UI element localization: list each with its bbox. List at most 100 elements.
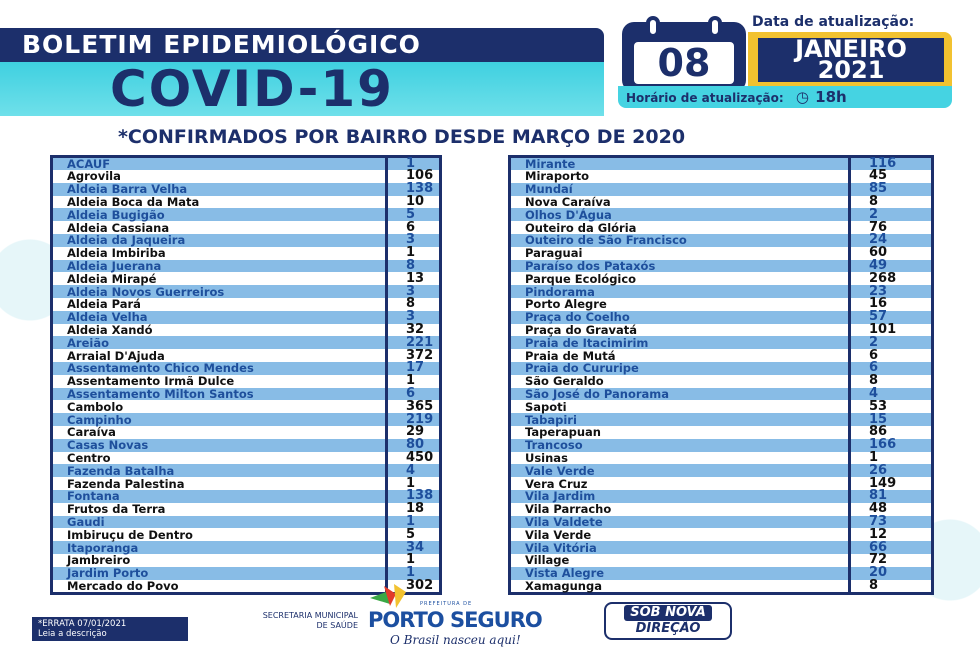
case-count: 5 (385, 208, 441, 222)
case-count: 45 (848, 169, 933, 183)
case-count: 3 (385, 310, 441, 324)
table-row: Aldeia da Jaqueira 3 (51, 233, 441, 248)
neighborhood-name: Cambolo (67, 399, 124, 414)
right-neighborhood-table: Mirante 116 Miraporto 45 Mundaí 85 Nova Caraív… (508, 155, 934, 595)
case-count: 81 (848, 489, 933, 503)
calendar-ring (646, 16, 660, 38)
table-row: Outeiro da Glória 76 (509, 221, 933, 234)
update-time: 18h (815, 88, 847, 106)
table-row: Fazenda Palestina 1 (51, 476, 441, 491)
case-count: 73 (848, 515, 933, 529)
table-row: Fazenda Batalha 4 (51, 464, 441, 478)
neighborhood-name: Pindorama (525, 284, 595, 299)
neighborhood-name: Aldeia da Jaqueira (67, 233, 186, 248)
left-neighborhood-table: ACAUF 1 Agrovila 106 Aldeia Barra Velha 138 Al… (50, 155, 442, 595)
month-box: JANEIRO 2021 (748, 32, 952, 86)
table-row: Parque Ecológico 268 (509, 271, 933, 286)
bulletin-title: BOLETIM EPIDEMIOLÓGICO (0, 28, 604, 62)
case-count: 1 (385, 515, 441, 529)
table-row: Areião 221 (51, 336, 441, 350)
table-row: Vista Alegre 20 (509, 566, 933, 581)
table-row: Nova Caraíva 8 (509, 195, 933, 209)
case-count: 1 (385, 553, 441, 567)
case-count: 3 (385, 285, 441, 298)
neighborhood-name: Paraíso dos Pataxós (525, 258, 656, 273)
update-year: 2021 (817, 56, 885, 84)
table-row: Aldeia Xandó 32 (51, 323, 441, 337)
table-row: Porto Alegre 16 (509, 297, 933, 311)
neighborhood-name: Aldeia Bugigão (67, 207, 165, 222)
case-count: 29 (385, 425, 441, 439)
neighborhood-name: São José do Panorama (525, 386, 670, 401)
case-count: 116 (848, 156, 933, 170)
neighborhood-name: Itaporanga (67, 540, 139, 555)
table-row: Aldeia Bugigão 5 (51, 207, 441, 222)
neighborhood-name: Arraial D'Ajuda (67, 348, 165, 363)
neighborhood-name: Parque Ecológico (525, 271, 637, 286)
table-row: Assentamento Irmã Dulce 1 (51, 374, 441, 388)
case-count: 8 (385, 259, 441, 273)
neighborhood-name: Gaudi (67, 514, 105, 529)
sob-nova-direcao-badge: SOB NOVA DIREÇÃO (604, 602, 732, 640)
case-count: 1 (385, 156, 441, 170)
neighborhood-name: Aldeia Cassiana (67, 220, 170, 235)
table-row: Paraguai 60 (509, 246, 933, 260)
neighborhood-name: Trancoso (525, 438, 583, 453)
neighborhood-name: Imbiruçu de Dentro (67, 527, 193, 542)
calendar-ring (708, 16, 722, 38)
case-count: 8 (848, 195, 933, 209)
table-row: Aldeia Boca da Mata 10 (51, 194, 441, 209)
neighborhood-name: Usinas (525, 450, 568, 465)
case-count: 149 (848, 477, 933, 490)
secretaria-line2: DE SAÚDE (316, 621, 358, 630)
case-count: 1 (385, 477, 441, 490)
table-row: Aldeia Velha 3 (51, 310, 441, 325)
neighborhood-name: Vera Cruz (525, 476, 588, 491)
neighborhood-name: São Geraldo (525, 374, 604, 389)
case-count: 13 (385, 272, 441, 286)
case-count: 53 (848, 400, 933, 414)
case-count: 1 (385, 374, 441, 388)
secretaria-line1: SECRETARIA MUNICIPAL (262, 611, 358, 620)
table-row: Xamagunga 8 (509, 579, 933, 593)
neighborhood-name: Praça do Coelho (525, 310, 630, 325)
case-count: 10 (385, 195, 441, 209)
errata-note: *ERRATA 07/01/2021 Leia a descrição (32, 617, 188, 641)
neighborhood-name: Fontana (67, 489, 120, 504)
neighborhood-name: Vila Vitória (525, 540, 597, 555)
table-row: Trancoso 166 (509, 438, 933, 453)
neighborhood-name: Aldeia Boca da Mata (67, 194, 200, 209)
badge-line2: DIREÇÃO (635, 621, 701, 636)
table-row: Campinho 219 (51, 413, 441, 426)
neighborhood-name: Aldeia Pará (67, 297, 141, 312)
table-row: Vila Jardim 81 (509, 489, 933, 503)
neighborhood-name: Aldeia Velha (67, 310, 148, 325)
table-row: Pindorama 23 (509, 284, 933, 299)
porto-seguro-logo (370, 584, 406, 608)
neighborhood-name: ACAUF (67, 157, 111, 171)
case-count: 221 (385, 336, 441, 350)
neighborhood-name: Aldeia Imbiriba (67, 246, 166, 261)
case-count: 76 (848, 221, 933, 234)
secretaria-label: SECRETARIA MUNICIPAL DE SAÚDE (218, 611, 358, 631)
neighborhood-name: Vista Alegre (525, 566, 605, 581)
table-row: Vila Verde 12 (509, 528, 933, 542)
neighborhood-name: Mercado do Povo (67, 578, 179, 593)
neighborhood-name: Mundaí (525, 182, 573, 197)
table-row: Agrovila 106 (51, 169, 441, 183)
neighborhood-name: Praia de Itacimirim (525, 335, 649, 350)
table-row: Paraíso dos Pataxós 49 (509, 258, 933, 273)
table-row: Aldeia Imbiriba 1 (51, 246, 441, 261)
table-subtitle: *CONFIRMADOS POR BAIRRO DESDE MARÇO DE 2… (118, 126, 686, 148)
neighborhood-name: Vale Verde (525, 463, 595, 478)
neighborhood-name: Tabapiri (525, 412, 577, 427)
neighborhood-name: Olhos D'Água (525, 207, 612, 222)
table-row: Praia de Itacimirim 2 (509, 335, 933, 350)
neighborhood-name: Aldeia Juerana (67, 258, 162, 273)
case-count: 23 (848, 285, 933, 298)
badge-line1: SOB NOVA (624, 605, 712, 621)
neighborhood-name: Fazenda Palestina (67, 476, 185, 491)
table-row: Aldeia Barra Velha 138 (51, 182, 441, 196)
case-count: 49 (848, 259, 933, 273)
case-count: 8 (848, 579, 933, 593)
